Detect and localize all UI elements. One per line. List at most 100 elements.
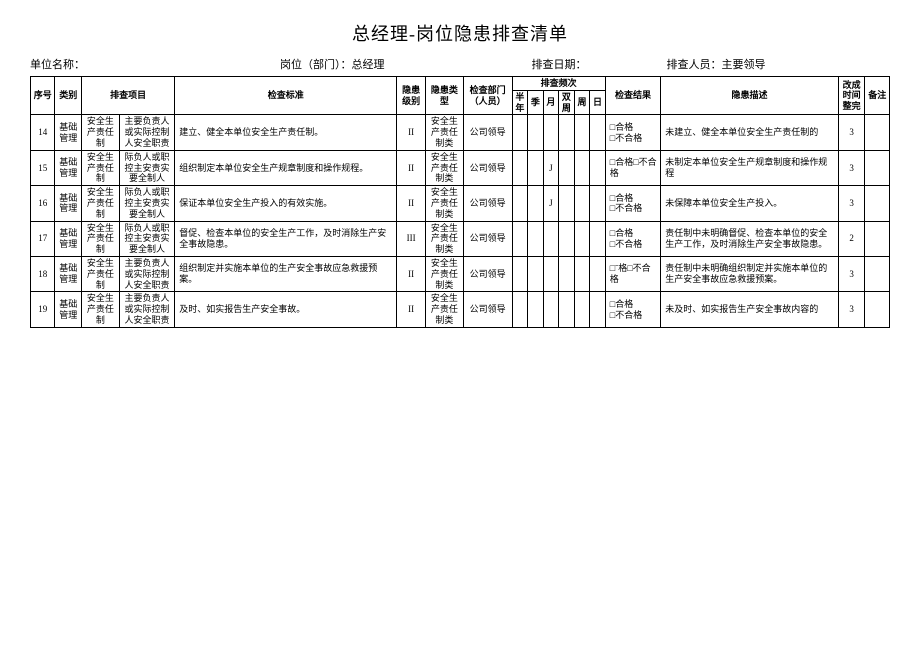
cell-time: 3 bbox=[838, 115, 865, 150]
th-dept: 检查部门（人员） bbox=[463, 77, 512, 115]
cell-f4 bbox=[574, 221, 590, 256]
info-row: 单位名称： 岗位（部门）： 总经理 排查日期： 排查人员： 主要领导 bbox=[30, 56, 890, 72]
cell-note bbox=[865, 186, 890, 221]
cell-cat: 基础管理 bbox=[55, 150, 82, 185]
cell-desc: 责任制中未明确组织制定并实施本单位的生产安全事故应急救援预案。 bbox=[661, 256, 839, 291]
cell-desc: 未建立、健全本单位安全生产责任制的 bbox=[661, 115, 839, 150]
cell-dept: 公司领导 bbox=[463, 115, 512, 150]
unit-label: 单位名称： bbox=[30, 56, 100, 72]
person-value: 主要领导 bbox=[722, 56, 766, 72]
cell-f4 bbox=[574, 150, 590, 185]
th-freq-0: 半年 bbox=[512, 90, 528, 115]
cell-lvl: II bbox=[397, 186, 426, 221]
cell-std: 组织制定并实施本单位的生产安全事故应急救援预案。 bbox=[175, 256, 397, 291]
cell-std: 保证本单位安全生产投入的有效实施。 bbox=[175, 186, 397, 221]
table-row: 14基础管理安全生产责任制主要负责人或实际控制人安全职责建立、健全本单位安全生产… bbox=[31, 115, 890, 150]
person-label: 排查人员： bbox=[667, 56, 722, 72]
cell-time: 3 bbox=[838, 292, 865, 327]
cell-f1 bbox=[528, 292, 544, 327]
cell-std: 组织制定本单位安全生产规章制度和操作规程。 bbox=[175, 150, 397, 185]
cell-f3 bbox=[559, 256, 575, 291]
cell-f2 bbox=[543, 256, 559, 291]
cell-type: 安全生产责任制类 bbox=[426, 221, 464, 256]
cell-note bbox=[865, 221, 890, 256]
cell-item-a: 安全生产责任制 bbox=[82, 221, 120, 256]
cell-f0 bbox=[512, 292, 528, 327]
cell-item-b: 际负人或职控主安责实要全制人 bbox=[119, 150, 175, 185]
cell-cat: 基础管理 bbox=[55, 292, 82, 327]
cell-f5 bbox=[590, 221, 606, 256]
cell-f4 bbox=[574, 186, 590, 221]
cell-type: 安全生产责任制类 bbox=[426, 256, 464, 291]
cell-f5 bbox=[590, 115, 606, 150]
cell-seq: 19 bbox=[31, 292, 55, 327]
cell-cat: 基础管理 bbox=[55, 115, 82, 150]
cell-f1 bbox=[528, 115, 544, 150]
cell-f0 bbox=[512, 115, 528, 150]
post-value: 总经理 bbox=[352, 56, 412, 72]
cell-res: □合格□不合格 bbox=[605, 186, 660, 221]
cell-f1 bbox=[528, 221, 544, 256]
cell-res: □合格□不合格 bbox=[605, 221, 660, 256]
cell-type: 安全生产责任制类 bbox=[426, 115, 464, 150]
cell-seq: 15 bbox=[31, 150, 55, 185]
cell-f2 bbox=[543, 292, 559, 327]
cell-seq: 18 bbox=[31, 256, 55, 291]
table-row: 18基础管理安全生产责任制主要负责人或实际控制人安全职责组织制定并实施本单位的生… bbox=[31, 256, 890, 291]
cell-item-b: 主要负责人或实际控制人安全职责 bbox=[119, 292, 175, 327]
table-row: 17基础管理安全生产责任制际负人或职控主安责实要全制人督促、检查本单位的安全生产… bbox=[31, 221, 890, 256]
cell-time: 3 bbox=[838, 150, 865, 185]
cell-f0 bbox=[512, 221, 528, 256]
th-freq-4: 周 bbox=[574, 90, 590, 115]
cell-lvl: II bbox=[397, 115, 426, 150]
cell-item-b: 主要负责人或实际控制人安全职责 bbox=[119, 256, 175, 291]
cell-item-b: 际负人或职控主安责实要全制人 bbox=[119, 186, 175, 221]
cell-lvl: II bbox=[397, 256, 426, 291]
cell-desc: 未制定本单位安全生产规章制度和操作规程 bbox=[661, 150, 839, 185]
cell-cat: 基础管理 bbox=[55, 186, 82, 221]
post-label: 岗位（部门）： bbox=[280, 56, 352, 72]
cell-item-a: 安全生产责任制 bbox=[82, 150, 120, 185]
th-res: 检查结果 bbox=[605, 77, 660, 115]
th-std: 检查标准 bbox=[175, 77, 397, 115]
cell-note bbox=[865, 292, 890, 327]
cell-f2: J bbox=[543, 150, 559, 185]
cell-f5 bbox=[590, 150, 606, 185]
cell-dept: 公司领导 bbox=[463, 186, 512, 221]
cell-f3 bbox=[559, 186, 575, 221]
th-item: 排查项目 bbox=[82, 77, 175, 115]
cell-f1 bbox=[528, 256, 544, 291]
cell-seq: 16 bbox=[31, 186, 55, 221]
th-lvl: 隐患级别 bbox=[397, 77, 426, 115]
table-row: 16基础管理安全生产责任制际负人或职控主安责实要全制人保证本单位安全生产投入的有… bbox=[31, 186, 890, 221]
cell-f3 bbox=[559, 115, 575, 150]
cell-dept: 公司领导 bbox=[463, 221, 512, 256]
th-desc: 隐患描述 bbox=[661, 77, 839, 115]
cell-item-a: 安全生产责任制 bbox=[82, 256, 120, 291]
cell-f3 bbox=[559, 292, 575, 327]
cell-res: □合格□不合格 bbox=[605, 292, 660, 327]
checklist-table: 序号 类别 排查项目 检查标准 隐患级别 隐患类型 检查部门（人员） 排查频次 … bbox=[30, 76, 890, 328]
cell-f2 bbox=[543, 115, 559, 150]
cell-f0 bbox=[512, 186, 528, 221]
cell-seq: 14 bbox=[31, 115, 55, 150]
cell-desc: 责任制中未明确督促、检查本单位的安全生产工作，及时消除生产安全事故隐患。 bbox=[661, 221, 839, 256]
cell-f2 bbox=[543, 221, 559, 256]
cell-time: 2 bbox=[838, 221, 865, 256]
th-freq-2: 月 bbox=[543, 90, 559, 115]
cell-f1 bbox=[528, 186, 544, 221]
cell-dept: 公司领导 bbox=[463, 292, 512, 327]
cell-item-b: 际负人或职控主安责实要全制人 bbox=[119, 221, 175, 256]
th-time: 改成时间整完 bbox=[838, 77, 865, 115]
table-row: 15基础管理安全生产责任制际负人或职控主安责实要全制人组织制定本单位安全生产规章… bbox=[31, 150, 890, 185]
cell-f5 bbox=[590, 186, 606, 221]
cell-f0 bbox=[512, 150, 528, 185]
cell-f5 bbox=[590, 292, 606, 327]
page-title: 总经理-岗位隐患排查清单 bbox=[30, 20, 890, 46]
cell-item-a: 安全生产责任制 bbox=[82, 115, 120, 150]
cell-lvl: II bbox=[397, 292, 426, 327]
cell-note bbox=[865, 115, 890, 150]
cell-f1 bbox=[528, 150, 544, 185]
cell-item-b: 主要负责人或实际控制人安全职责 bbox=[119, 115, 175, 150]
cell-cat: 基础管理 bbox=[55, 256, 82, 291]
